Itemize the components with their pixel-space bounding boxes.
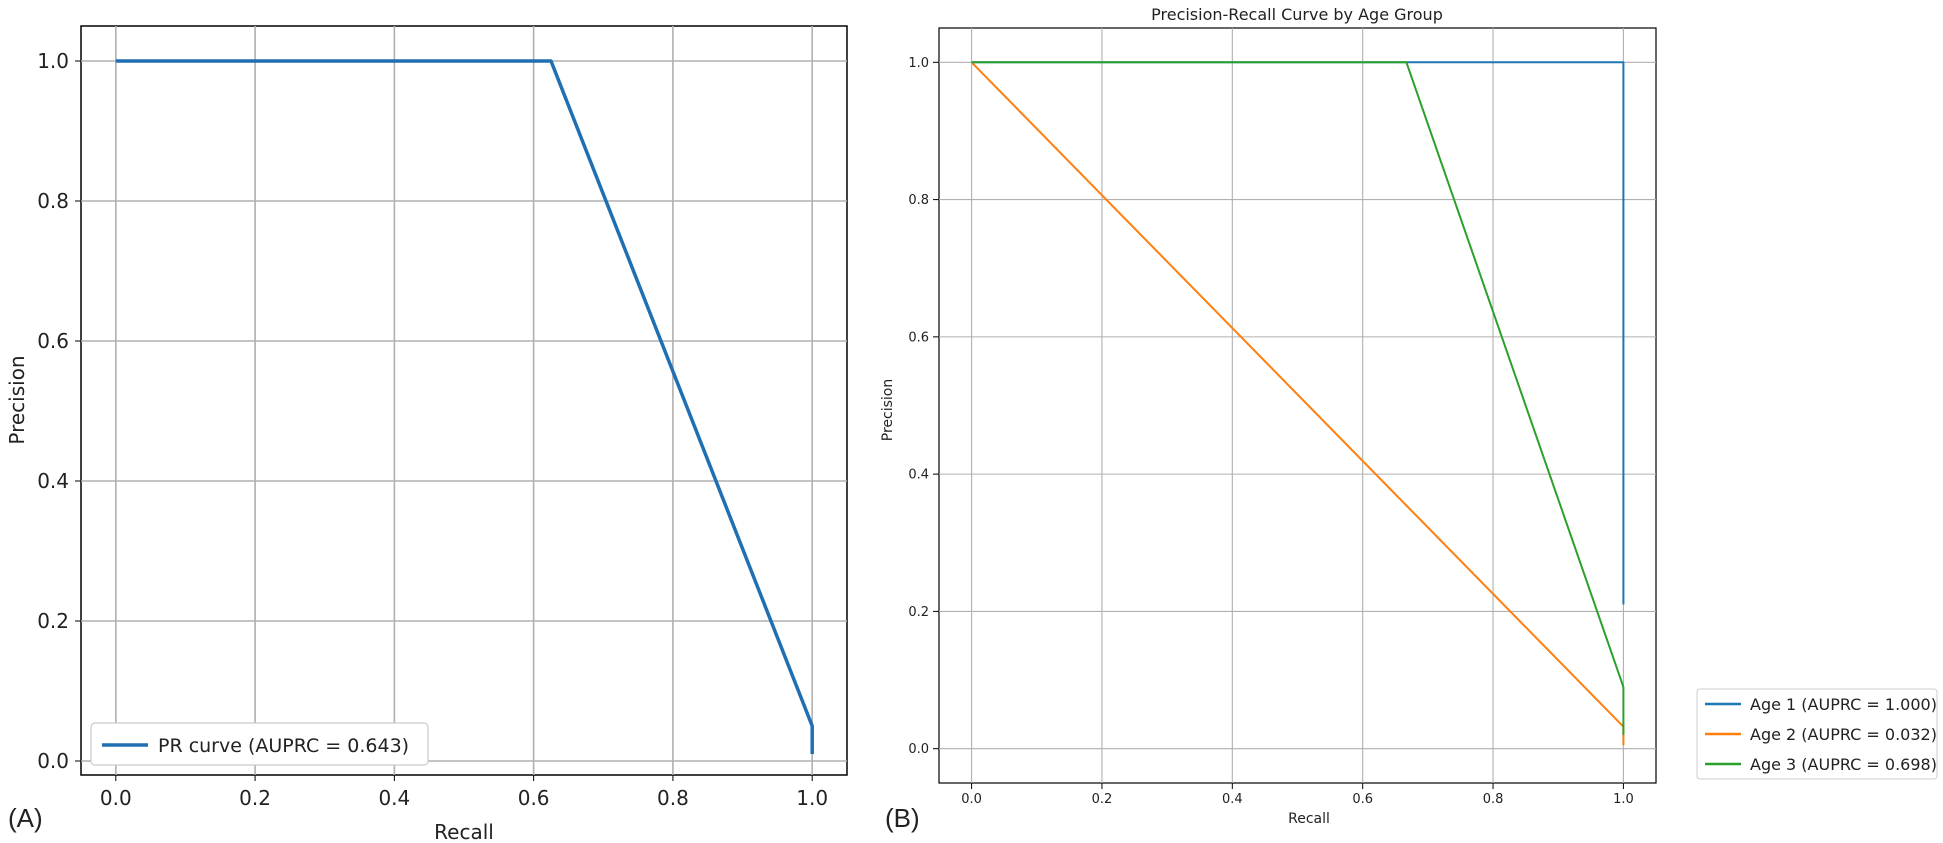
panel-a-lines bbox=[115, 59, 814, 754]
a-y-tick-label: 0.4 bbox=[37, 469, 69, 493]
b-x-tick-label: 1.0 bbox=[1613, 792, 1634, 807]
panel-b-y-axis-label: Precision bbox=[880, 379, 896, 441]
b-x-tick-label: 0.6 bbox=[1352, 792, 1373, 807]
b-x-tick-label: 0.2 bbox=[1092, 792, 1113, 807]
panel-a-x-axis-label: Recall bbox=[434, 820, 494, 843]
a-x-tick-label: 0.0 bbox=[100, 786, 132, 810]
a-x-tick-label: 1.0 bbox=[796, 786, 828, 810]
panel-a-ticks: 0.0 0.2 0.4 0.6 0.8 1.0 0.0 0.2 0.4 0.6 0.8 1.0 bbox=[37, 49, 828, 810]
panel-a-legend-label: PR curve (AUPRC = 0.643) bbox=[158, 735, 409, 757]
panel-a-legend-box bbox=[90, 722, 429, 766]
b-y-tick-label: 0.4 bbox=[908, 468, 929, 483]
panel-b-ticks: 0.0 0.2 0.4 0.6 0.8 1.0 0.0 0.2 0.4 0.6 0.8 1.0 bbox=[908, 56, 1633, 807]
a-y-tick-label: 0.0 bbox=[37, 749, 69, 773]
panel-b: 0.0 0.2 0.4 0.6 0.8 1.0 0.0 0.2 0.4 0.6 0.8 1.0 Pre… bbox=[880, 5, 1938, 833]
panel-a: 0.0 0.2 0.4 0.6 0.8 1.0 0.0 0.2 0.4 0.6 0.8 1.0 Rec… bbox=[5, 25, 848, 843]
b-y-tick-label: 0.6 bbox=[908, 330, 929, 345]
b-x-tick-label: 0.8 bbox=[1483, 792, 1504, 807]
panel-b-legend-label-3: Age 3 (AUPRC = 0.698) bbox=[1750, 755, 1937, 774]
panel-b-legend-box bbox=[1696, 688, 1938, 780]
panel-a-legend: PR curve (AUPRC = 0.643) bbox=[90, 722, 429, 766]
b-y-tick-label: 0.2 bbox=[908, 605, 929, 620]
panel-b-label: (B) bbox=[885, 803, 920, 833]
a-x-tick-label: 0.4 bbox=[378, 786, 410, 810]
panel-b-legend-label-1: Age 1 (AUPRC = 1.000) bbox=[1750, 695, 1937, 714]
panel-a-plot-area bbox=[80, 25, 848, 776]
panel-a-label: (A) bbox=[8, 803, 43, 833]
b-x-tick-label: 0.0 bbox=[961, 792, 982, 807]
panel-a-y-axis-label: Precision bbox=[5, 355, 29, 444]
panel-b-x-axis-label: Recall bbox=[1288, 811, 1330, 827]
b-y-tick-label: 0.8 bbox=[908, 193, 929, 208]
b-series-line-3 bbox=[971, 61, 1625, 735]
a-series-line-1 bbox=[115, 59, 814, 754]
a-x-tick-label: 0.6 bbox=[518, 786, 550, 810]
panel-b-lines bbox=[970, 61, 1625, 746]
panel-b-legend: Age 1 (AUPRC = 1.000) Age 2 (AUPRC = 0.03… bbox=[1696, 688, 1938, 780]
a-y-tick-label: 0.2 bbox=[37, 609, 69, 633]
a-y-tick-label: 0.8 bbox=[37, 189, 69, 213]
b-y-tick-label: 0.0 bbox=[908, 742, 929, 757]
a-x-tick-label: 0.8 bbox=[657, 786, 689, 810]
panel-b-legend-label-2: Age 2 (AUPRC = 0.032) bbox=[1750, 725, 1937, 744]
panel-b-legend-items: Age 1 (AUPRC = 1.000) Age 2 (AUPRC = 0.03… bbox=[1705, 695, 1937, 774]
a-y-tick-label: 1.0 bbox=[37, 49, 69, 73]
panel-b-plot-area bbox=[938, 27, 1657, 784]
a-y-tick-label: 0.6 bbox=[37, 329, 69, 353]
a-x-tick-label: 0.2 bbox=[239, 786, 271, 810]
panel-b-title: Precision-Recall Curve by Age Group bbox=[1151, 5, 1443, 24]
b-x-tick-label: 0.4 bbox=[1222, 792, 1243, 807]
b-y-tick-label: 1.0 bbox=[908, 56, 929, 71]
